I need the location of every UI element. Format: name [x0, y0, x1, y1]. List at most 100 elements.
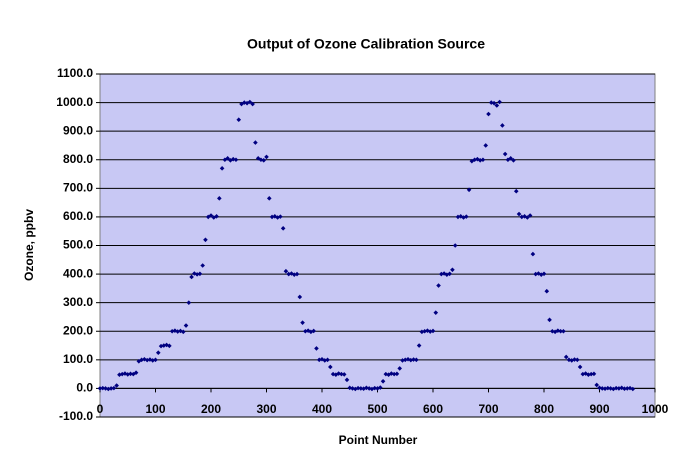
data-point [588, 371, 594, 377]
data-point [314, 346, 319, 351]
data-point [436, 283, 441, 288]
data-point [569, 358, 575, 363]
data-point [505, 157, 511, 163]
data-point [408, 357, 414, 363]
data-point [197, 271, 203, 277]
data-point [594, 382, 600, 388]
y-tick-label: 900.0 [63, 123, 93, 137]
y-tick-label: 0.0 [76, 381, 93, 395]
data-point [475, 156, 480, 162]
x-tick-label: 900 [589, 402, 609, 416]
data-point [397, 366, 402, 371]
data-point [486, 111, 491, 117]
data-point [544, 288, 550, 294]
y-tick-label: 200.0 [63, 323, 93, 337]
data-point [208, 213, 214, 218]
data-point [488, 100, 494, 105]
data-point [441, 271, 447, 276]
data-point [402, 357, 408, 363]
data-point [630, 386, 636, 392]
data-point [147, 357, 153, 362]
data-point [591, 371, 597, 377]
data-point [541, 271, 547, 277]
data-point [611, 386, 616, 392]
data-point [144, 357, 150, 363]
data-point [341, 372, 347, 377]
data-point [161, 343, 167, 348]
data-point [391, 371, 397, 377]
y-tick-label: 600.0 [63, 209, 93, 223]
data-point [483, 143, 489, 148]
data-point [608, 386, 613, 391]
data-point [466, 187, 472, 193]
data-point [355, 385, 361, 391]
data-point [419, 329, 425, 335]
data-point [527, 213, 533, 218]
data-point [142, 356, 147, 362]
data-point [452, 243, 458, 248]
data-point [500, 123, 505, 128]
x-tick-label: 800 [534, 402, 554, 416]
data-point [250, 101, 255, 107]
data-point [461, 215, 466, 220]
data-point [169, 328, 175, 334]
chart-title: Output of Ozone Calibration Source [247, 36, 485, 52]
data-point [597, 385, 602, 391]
data-point [103, 386, 108, 391]
x-tick-label: 500 [367, 402, 387, 416]
data-point [153, 357, 158, 363]
data-point [508, 156, 513, 161]
data-point [186, 300, 192, 305]
data-point [430, 328, 436, 334]
data-point [455, 214, 461, 220]
data-point [175, 329, 180, 334]
data-point [108, 386, 114, 391]
data-point [422, 328, 427, 334]
data-point [494, 103, 500, 108]
y-tick-label: 1000.0 [56, 95, 93, 109]
data-point [319, 356, 325, 362]
data-point [447, 271, 452, 277]
x-tick-label: 700 [478, 402, 498, 416]
data-point [239, 101, 244, 107]
data-point [300, 320, 305, 325]
data-point [266, 196, 272, 201]
data-point [513, 188, 519, 194]
data-point [613, 385, 619, 391]
x-tick-label: 600 [423, 402, 443, 416]
data-point [280, 226, 286, 231]
data-point [211, 215, 217, 220]
data-point [380, 378, 386, 384]
y-tick-label: 1100.0 [57, 66, 93, 80]
data-point [203, 237, 208, 243]
data-point [297, 294, 303, 300]
data-point [377, 385, 383, 390]
y-tick-label: 800.0 [63, 152, 93, 166]
data-point [511, 158, 516, 163]
data-point [100, 385, 106, 391]
data-point [325, 357, 330, 363]
data-point [491, 100, 497, 106]
data-point [247, 99, 253, 105]
data-point [225, 156, 230, 161]
y-tick-label: 100.0 [63, 352, 93, 366]
data-point [525, 215, 530, 220]
data-point [128, 371, 133, 377]
data-point [558, 328, 563, 334]
data-point [577, 364, 583, 370]
data-point [167, 343, 172, 349]
data-point [264, 154, 269, 160]
data-point [180, 329, 186, 335]
data-point [394, 371, 400, 377]
data-point [561, 328, 566, 334]
y-tick-label: 400.0 [63, 266, 93, 280]
x-axis-label: Point Number [339, 433, 418, 447]
data-point [450, 267, 455, 273]
data-point [308, 329, 314, 335]
data-point [605, 385, 611, 391]
data-point [219, 166, 225, 171]
data-point [480, 157, 486, 163]
data-point [97, 386, 103, 391]
data-point [139, 357, 144, 363]
data-point [583, 371, 588, 376]
